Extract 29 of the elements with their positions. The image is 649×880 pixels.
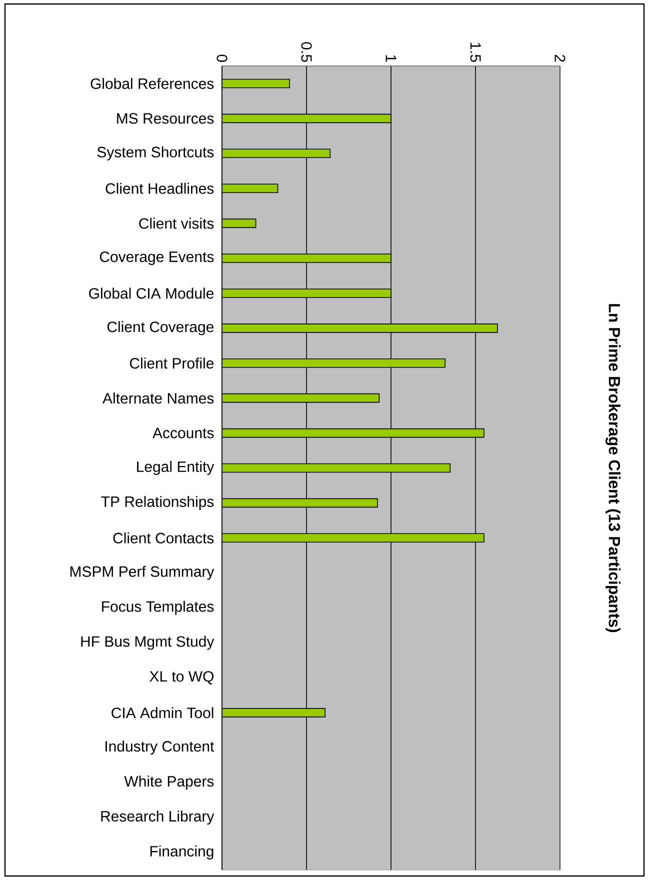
y-tick-label: White Papers [124,776,214,790]
y-tick-label: Research Library [101,810,214,825]
y-tick-label: Global References [90,78,214,89]
y-tick-label: Global CIA Module [89,288,214,299]
y-tick-label: Client Coverage [107,321,214,336]
y-tick-label: Client Contacts [113,532,214,544]
y-tick-label: HF Bus Mgmt Study [81,636,214,650]
y-tick-label: Client visits [139,218,214,229]
y-tick-label: Legal Entity [137,461,214,475]
y-tick-label: Focus Templates [102,600,214,615]
y-tick-label: XL to WQ [150,671,214,684]
y-tick-label: Alternate Names [102,392,214,404]
y-tick-label: MSPM Perf Summary [70,566,214,580]
y-tick-label: MS Resources [117,113,214,124]
y-tick-label: Industry Content [106,740,214,755]
x-tick-label: 0.5 [301,42,312,62]
x-tick-label: 1 [386,55,396,62]
y-tick-label: Coverage Events [100,251,214,266]
y-tick-label: Accounts [152,428,214,438]
y-tick-label: System Shortcuts [97,146,214,160]
y-tick-label: Client Headlines [106,182,214,194]
x-tick-label: 1.5 [470,42,481,62]
y-tick-label: Financing [150,846,214,860]
y-tick-label: CIA Admin Tool [112,707,214,718]
text: Ln Prime Brokerage Client (13 Participants) [606,304,621,632]
y-tick-label: TP Relationships [101,496,214,510]
x-tick-label: 2 [554,54,566,62]
y-tick-label: Client Profile [130,358,214,369]
x-tick-label: 0 [216,54,228,62]
